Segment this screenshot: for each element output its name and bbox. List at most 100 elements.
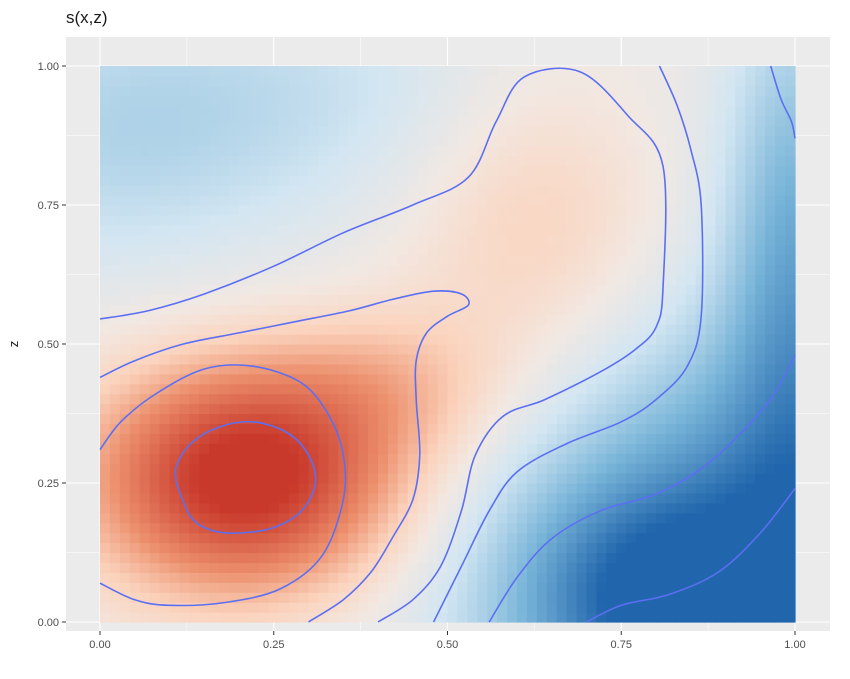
- heatmap-cell: [139, 502, 151, 514]
- heatmap-cell: [695, 562, 707, 573]
- heatmap-cell: [596, 214, 607, 226]
- heatmap-cell: [616, 304, 627, 315]
- heatmap-cell: [576, 572, 588, 583]
- heatmap-cell: [735, 463, 746, 474]
- heatmap-cell: [368, 592, 379, 603]
- heatmap-cell: [616, 602, 627, 613]
- heatmap-cell: [507, 552, 518, 564]
- heatmap-cell: [338, 433, 349, 444]
- heatmap-cell: [239, 562, 250, 573]
- heatmap-cell: [109, 165, 121, 176]
- heatmap-cell: [576, 244, 588, 256]
- heatmap-cell: [735, 254, 746, 266]
- heatmap-cell: [725, 413, 737, 425]
- heatmap-cell: [437, 423, 449, 434]
- heatmap-cell: [318, 254, 329, 266]
- heatmap-cell: [278, 403, 290, 415]
- heatmap-cell: [219, 324, 230, 335]
- heatmap-cell: [695, 224, 707, 236]
- heatmap-cell: [546, 324, 558, 335]
- heatmap-cell: [248, 413, 260, 425]
- heatmap-cell: [387, 383, 399, 395]
- heatmap-cell: [665, 324, 677, 335]
- heatmap-cell: [129, 66, 141, 77]
- heatmap-cell: [606, 433, 617, 444]
- heatmap-cell: [189, 165, 200, 176]
- heatmap-cell: [685, 234, 697, 246]
- heatmap-cell: [596, 592, 607, 603]
- heatmap-cell: [129, 185, 141, 196]
- heatmap-cell: [636, 433, 647, 444]
- heatmap-cell: [536, 95, 548, 107]
- heatmap-cell: [417, 314, 429, 325]
- heatmap-cell: [318, 403, 329, 415]
- heatmap-cell: [775, 473, 786, 484]
- heatmap-cell: [368, 433, 379, 444]
- heatmap-cell: [199, 304, 210, 315]
- heatmap-cell: [775, 433, 786, 444]
- heatmap-cell: [139, 592, 151, 603]
- heatmap-cell: [149, 135, 161, 147]
- heatmap-cell: [636, 85, 647, 97]
- heatmap-cell: [745, 254, 756, 266]
- heatmap-cell: [169, 244, 181, 256]
- heatmap-cell: [169, 453, 181, 464]
- heatmap-cell: [169, 85, 181, 97]
- heatmap-cell: [209, 274, 220, 286]
- heatmap-cell: [586, 195, 598, 206]
- heatmap-cell: [546, 155, 558, 166]
- heatmap-cell: [169, 423, 181, 434]
- heatmap-cell: [566, 274, 578, 286]
- heatmap-cell: [517, 413, 528, 425]
- heatmap-cell: [427, 234, 439, 246]
- heatmap-cell: [308, 363, 320, 375]
- heatmap-cell: [199, 205, 210, 216]
- heatmap-cell: [685, 552, 697, 564]
- heatmap-cell: [328, 522, 339, 534]
- heatmap-cell: [139, 244, 151, 256]
- heatmap-cell: [229, 165, 240, 176]
- heatmap-cell: [139, 463, 151, 474]
- heatmap-cell: [358, 214, 369, 226]
- heatmap-cell: [268, 195, 280, 206]
- heatmap-cell: [785, 353, 796, 365]
- heatmap-cell: [189, 314, 200, 325]
- heatmap-cell: [368, 66, 379, 77]
- heatmap-cell: [298, 453, 310, 464]
- heatmap-cell: [735, 115, 746, 127]
- heatmap-cell: [487, 244, 498, 256]
- heatmap-cell: [258, 492, 270, 504]
- heatmap-cell: [507, 135, 518, 147]
- heatmap-cell: [735, 105, 746, 117]
- heatmap-cell: [665, 363, 677, 375]
- heatmap-cell: [755, 542, 766, 554]
- heatmap-cell: [368, 304, 379, 315]
- heatmap-cell: [626, 433, 637, 444]
- heatmap-cell: [467, 502, 478, 514]
- heatmap-cell: [755, 502, 766, 514]
- heatmap-cell: [546, 284, 558, 295]
- heatmap-cell: [507, 244, 518, 256]
- heatmap-cell: [109, 532, 121, 544]
- heatmap-cell: [368, 453, 379, 464]
- heatmap-cell: [576, 66, 588, 77]
- heatmap-cell: [129, 75, 141, 87]
- heatmap-cell: [288, 274, 300, 286]
- heatmap-cell: [318, 85, 329, 97]
- heatmap-cell: [219, 214, 230, 226]
- heatmap-cell: [606, 105, 617, 117]
- heatmap-cell: [765, 304, 776, 315]
- heatmap-cell: [248, 214, 260, 226]
- heatmap-cell: [298, 185, 310, 196]
- heatmap-cell: [725, 85, 737, 97]
- heatmap-cell: [318, 463, 329, 474]
- heatmap-cell: [149, 363, 161, 375]
- heatmap-cell: [665, 403, 677, 415]
- heatmap-cell: [169, 195, 181, 206]
- heatmap-cell: [467, 353, 478, 365]
- heatmap-cell: [417, 264, 429, 276]
- heatmap-cell: [378, 473, 389, 484]
- heatmap-cell: [646, 214, 657, 226]
- heatmap-cell: [387, 115, 399, 127]
- heatmap-cell: [248, 105, 260, 117]
